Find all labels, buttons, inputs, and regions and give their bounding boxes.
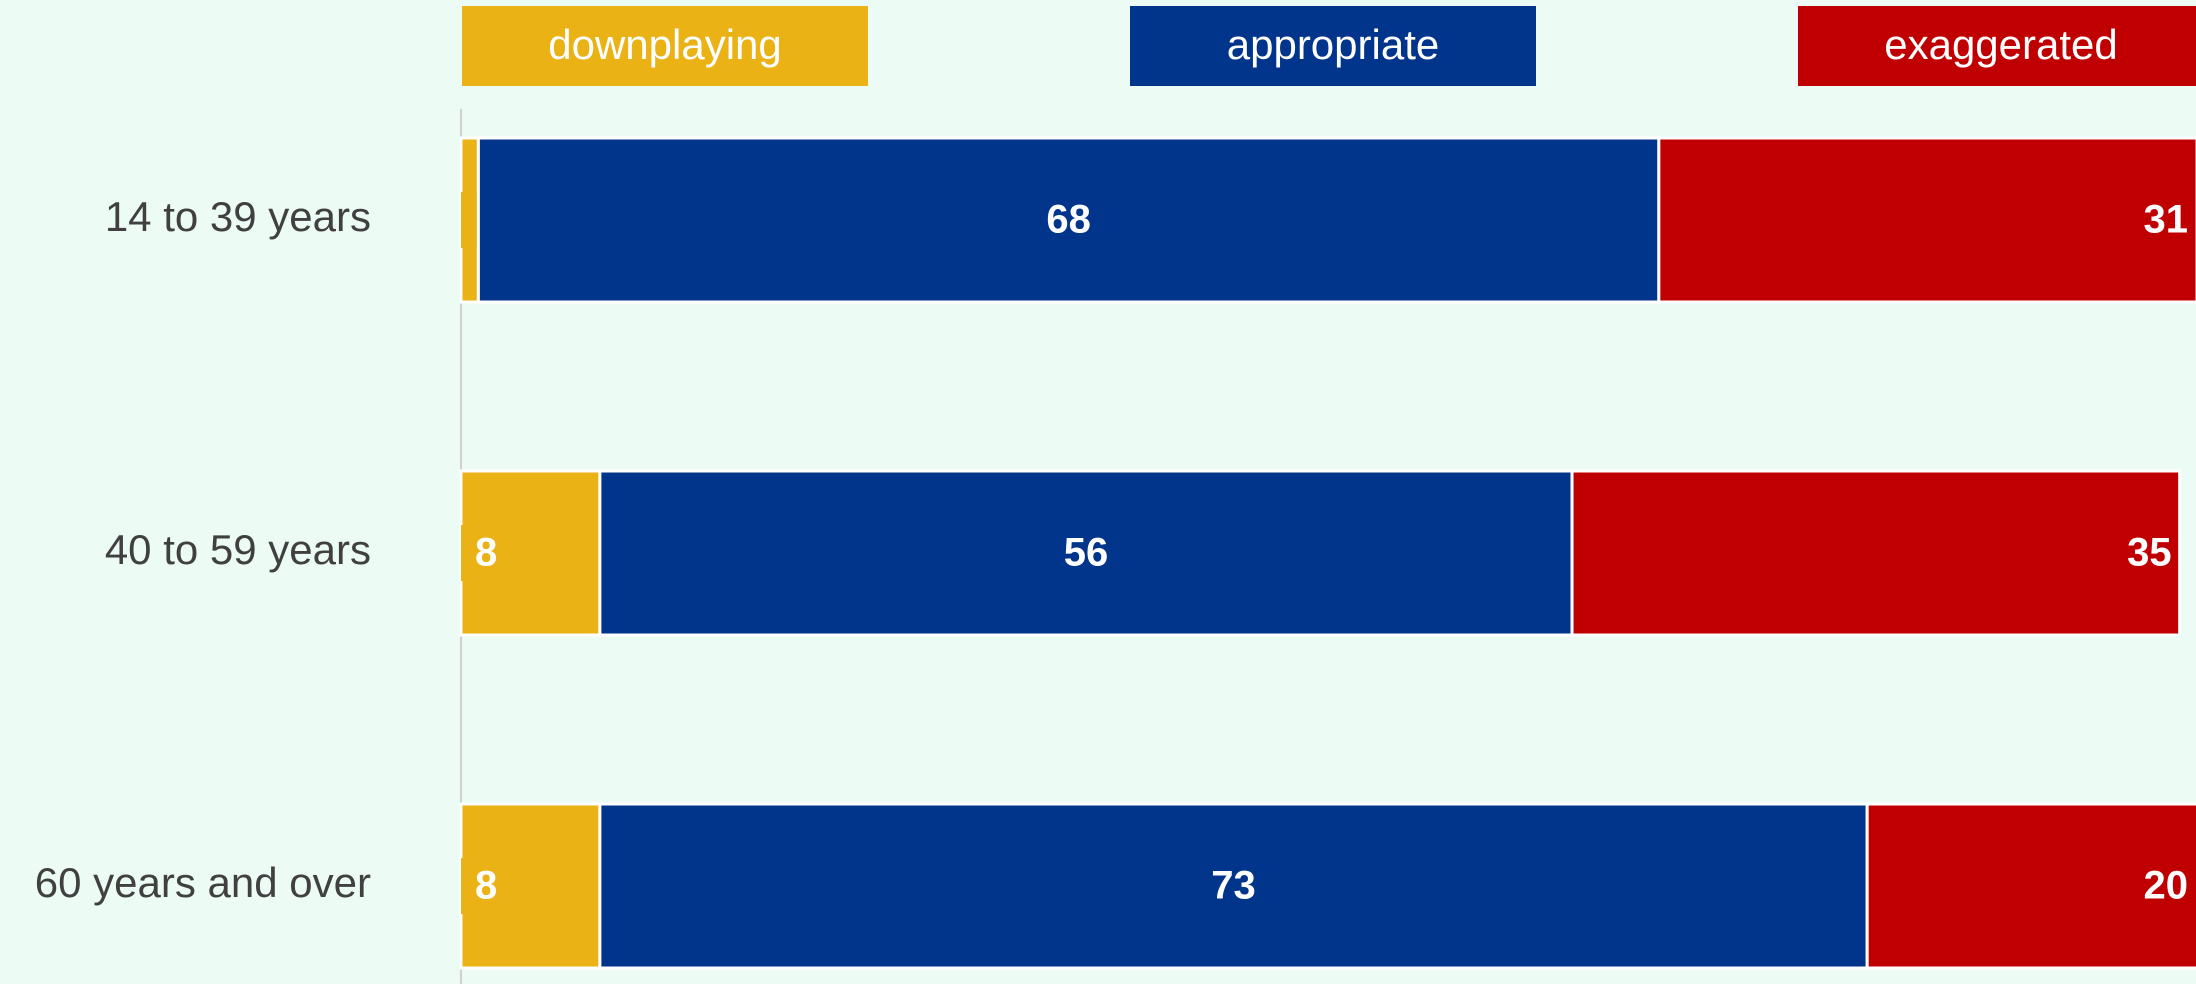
legend-label: downplaying xyxy=(548,21,782,68)
bar-segment xyxy=(598,469,1574,637)
legend-swatch xyxy=(1798,6,2196,86)
value-label-bg xyxy=(461,525,509,581)
value-label: 8 xyxy=(475,531,497,575)
legend-label: appropriate xyxy=(1227,21,1439,68)
category-label: 60 years and over xyxy=(35,859,371,906)
legend-swatch xyxy=(462,6,868,86)
bar-segment xyxy=(476,136,1661,304)
legend-swatch xyxy=(1130,6,1536,86)
bar-segment xyxy=(459,802,602,970)
value-label: 35 xyxy=(2127,531,2172,575)
value-label: 8 xyxy=(475,864,497,908)
bar-segment xyxy=(1657,136,2196,304)
value-label: 73 xyxy=(1211,864,1256,908)
category-label: 40 to 59 years xyxy=(105,526,371,573)
value-label: 68 xyxy=(1046,198,1091,242)
bar-segment xyxy=(1570,469,2182,637)
legend-label: exaggerated xyxy=(1884,21,2118,68)
bar-segment xyxy=(1865,802,2196,970)
value-label: 31 xyxy=(2144,198,2189,242)
value-label: 20 xyxy=(2144,864,2189,908)
value-label: 56 xyxy=(1064,531,1109,575)
value-label-bg xyxy=(461,858,509,914)
category-label: 14 to 39 years xyxy=(105,193,371,240)
bar-segment xyxy=(598,802,1869,970)
